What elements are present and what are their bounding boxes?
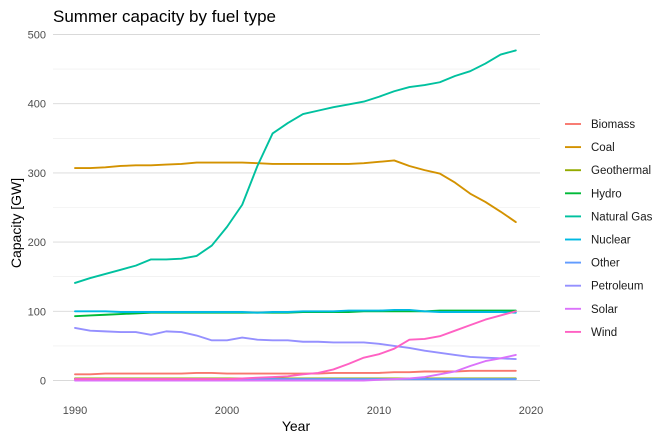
y-tick-labels: 0 100 200 300 400 500 <box>28 30 46 388</box>
legend-label-petroleum: Petroleum <box>591 281 643 293</box>
x-tick-label: 2010 <box>367 405 391 417</box>
y-axis-title: Capacity [GW] <box>8 178 24 268</box>
x-tick-label: 2000 <box>215 405 239 417</box>
series-line-biomass <box>74 369 517 376</box>
chart-title: Summer capacity by fuel type <box>53 7 276 26</box>
x-tick-label: 2020 <box>519 405 543 417</box>
series-line-solar <box>74 353 517 382</box>
legend-label-other: Other <box>591 258 620 270</box>
gridlines <box>53 34 540 381</box>
legend-label-geothermal: Geothermal <box>591 165 651 177</box>
legend-label-coal: Coal <box>591 142 615 154</box>
legend-label-nuclear: Nuclear <box>591 235 631 247</box>
series-line-wind <box>74 310 517 381</box>
series-line-coal <box>74 159 517 223</box>
x-tick-label: 1990 <box>63 405 87 417</box>
series-line-nuclear <box>74 308 517 314</box>
series-lines <box>74 49 517 382</box>
y-tick-label: 400 <box>28 99 46 111</box>
y-tick-label: 500 <box>28 30 46 42</box>
y-tick-label: 300 <box>28 168 46 180</box>
legend-label-wind: Wind <box>591 327 617 339</box>
legend-label-natural-gas: Natural Gas <box>591 211 653 223</box>
legend: Biomass Coal Geothermal Hydro Natural Gas Nuc… <box>565 119 653 339</box>
y-tick-label: 100 <box>28 306 46 318</box>
legend-label-solar: Solar <box>591 304 618 316</box>
legend-label-biomass: Biomass <box>591 119 635 131</box>
series-line-petroleum <box>74 326 517 360</box>
y-tick-label: 200 <box>28 237 46 249</box>
y-tick-label: 0 <box>40 376 46 388</box>
x-tick-labels: 1990 2000 2010 2020 <box>63 405 543 417</box>
legend-label-hydro: Hydro <box>591 188 622 200</box>
x-axis-title: Year <box>282 418 311 434</box>
series-line-natural-gas <box>74 49 517 284</box>
